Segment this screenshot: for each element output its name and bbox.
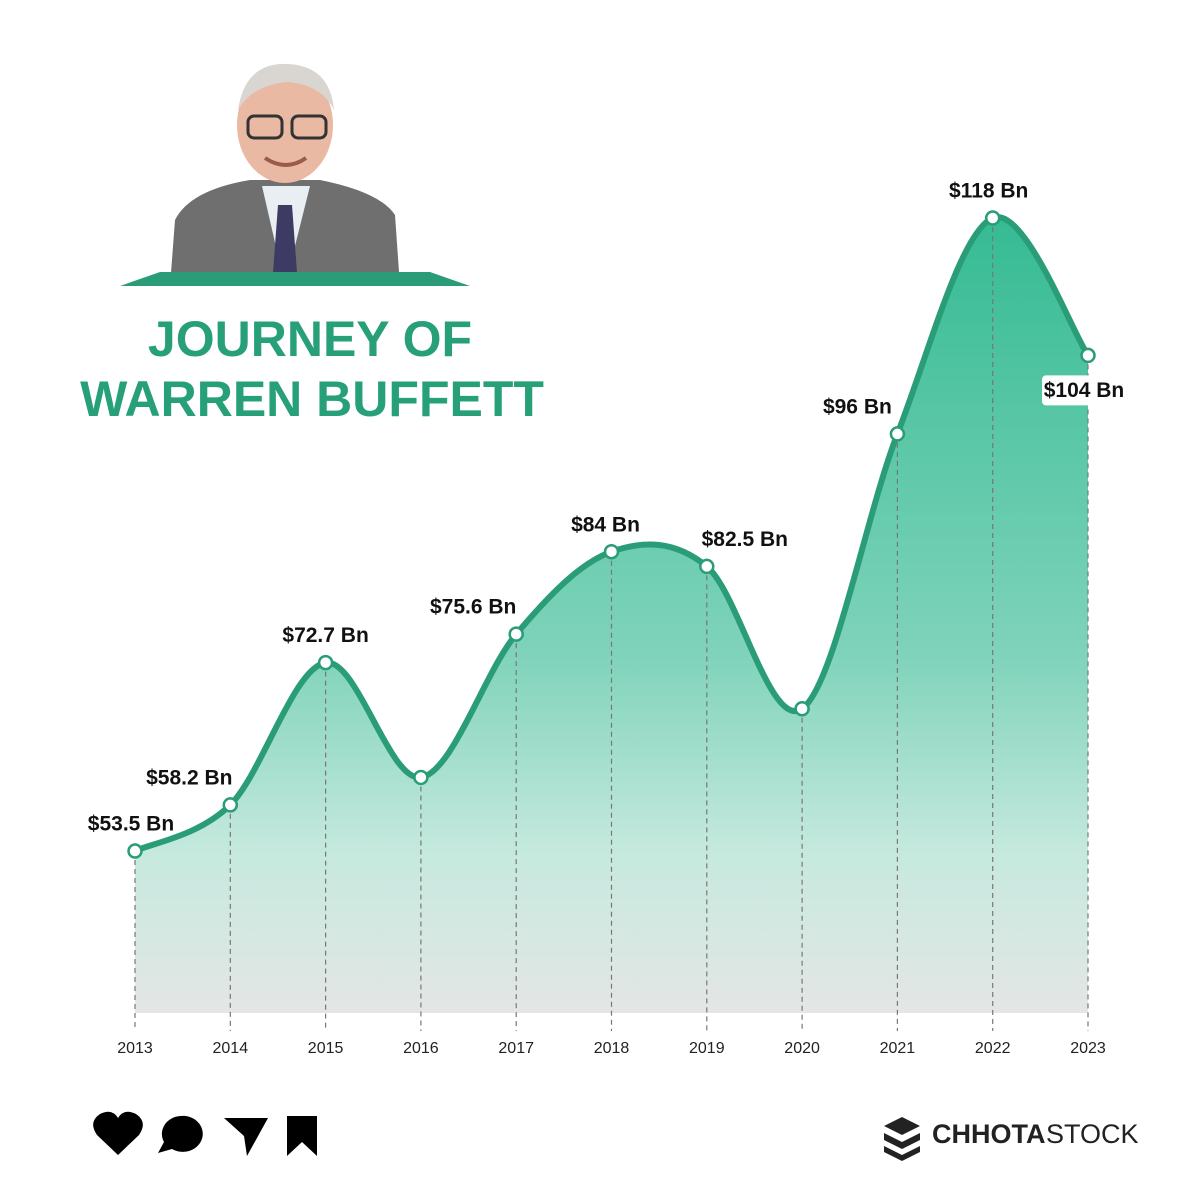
title: WARREN BUFFETT xyxy=(80,371,544,427)
brand-bold: CHHOTA xyxy=(932,1119,1045,1149)
title-plinth xyxy=(120,272,470,286)
social-icons xyxy=(93,1111,317,1156)
brand-logo xyxy=(884,1117,920,1161)
x-tick-label: 2015 xyxy=(308,1040,344,1057)
value-label: $72.7 Bn xyxy=(282,624,368,647)
x-tick-label: 2014 xyxy=(213,1040,249,1057)
point xyxy=(889,426,906,442)
x-tick-label: 2013 xyxy=(117,1040,153,1057)
x-tick-label: 2023 xyxy=(1070,1040,1106,1057)
line xyxy=(133,214,1091,854)
value-label: $53.5 Bn xyxy=(88,813,174,836)
label-box xyxy=(1042,375,1126,406)
value-label: $118 Bn xyxy=(949,180,1028,203)
point xyxy=(603,543,620,560)
x-tick-label: 2016 xyxy=(403,1040,439,1057)
x-tick-label: 2018 xyxy=(594,1040,630,1057)
point xyxy=(1080,347,1096,364)
plot: 2013 $53.5 Bn 2014 $58.2 Bn 2015 $72.7 Bn 2016… xyxy=(88,180,1126,1057)
x-tick-label: 2021 xyxy=(880,1040,916,1057)
point xyxy=(699,558,715,575)
value-label: $104 Bn xyxy=(1044,379,1125,402)
title: JOURNEY OF xyxy=(148,311,472,367)
value-label: $84 Bn xyxy=(571,513,640,536)
x-tick-label: 2017 xyxy=(498,1040,534,1057)
point xyxy=(794,700,810,717)
value-label: $96 Bn xyxy=(823,395,892,418)
value-label: $58.2 Bn xyxy=(146,766,232,789)
point xyxy=(317,654,334,671)
portrait xyxy=(170,60,400,286)
point xyxy=(984,210,1001,226)
point xyxy=(413,769,429,786)
point xyxy=(127,843,143,859)
x-tick-label: 2022 xyxy=(975,1040,1011,1057)
x-tick-label: 2020 xyxy=(784,1040,820,1057)
value-label: $82.5 Bn xyxy=(702,528,788,551)
x-tick-label: 2019 xyxy=(689,1040,725,1057)
point xyxy=(222,797,239,813)
brand-light: STOCK xyxy=(1046,1119,1139,1149)
value-label: $75.6 Bn xyxy=(430,596,516,619)
point xyxy=(508,626,524,642)
